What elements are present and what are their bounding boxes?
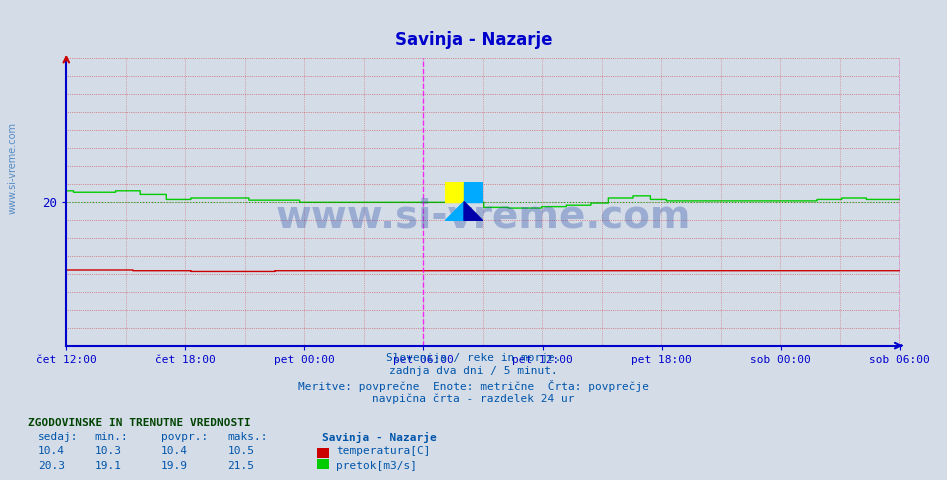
Text: 10.4: 10.4 [38,446,65,456]
Text: sedaj:: sedaj: [38,432,79,442]
Text: www.si-vreme.com: www.si-vreme.com [8,122,18,214]
Text: www.si-vreme.com: www.si-vreme.com [276,197,690,235]
Text: temperatura[C]: temperatura[C] [336,446,431,456]
Text: 19.1: 19.1 [95,461,122,471]
Bar [445,182,464,202]
Text: 19.9: 19.9 [161,461,188,471]
Text: zadnja dva dni / 5 minut.: zadnja dva dni / 5 minut. [389,366,558,376]
Text: 20.3: 20.3 [38,461,65,471]
Text: Savinja - Nazarje: Savinja - Nazarje [395,31,552,49]
Text: Meritve: povprečne  Enote: metrične  Črta: povprečje: Meritve: povprečne Enote: metrične Črta:… [298,380,649,392]
Text: min.:: min.: [95,432,129,442]
Polygon shape [464,202,483,221]
Text: Slovenija / reke in morje.: Slovenija / reke in morje. [385,353,562,363]
Polygon shape [445,202,464,221]
Text: maks.:: maks.: [227,432,268,442]
Text: navpična črta - razdelek 24 ur: navpična črta - razdelek 24 ur [372,393,575,404]
Text: pretok[m3/s]: pretok[m3/s] [336,461,418,471]
Text: 10.5: 10.5 [227,446,255,456]
Text: Savinja - Nazarje: Savinja - Nazarje [322,432,437,443]
Text: 21.5: 21.5 [227,461,255,471]
Bar [464,182,483,202]
Text: povpr.:: povpr.: [161,432,208,442]
Text: ZGODOVINSKE IN TRENUTNE VREDNOSTI: ZGODOVINSKE IN TRENUTNE VREDNOSTI [28,418,251,428]
Text: 10.3: 10.3 [95,446,122,456]
Text: 10.4: 10.4 [161,446,188,456]
